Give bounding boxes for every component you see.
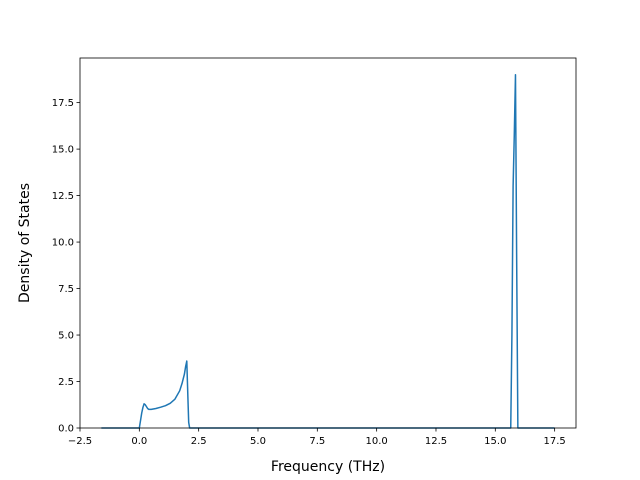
x-axis-label: Frequency (THz) [271, 459, 385, 475]
x-tick-label: 12.5 [425, 436, 447, 447]
plot-frame [79, 57, 577, 429]
x-tick-label: 10.0 [366, 436, 388, 447]
dos-series-line [101, 73, 555, 429]
y-tick-label: 5.0 [58, 331, 74, 342]
y-tick-label: 7.5 [58, 284, 74, 295]
x-tick-label: 2.5 [191, 436, 207, 447]
x-tick-label: −2.5 [68, 436, 92, 447]
x-tick-label: 0.0 [131, 436, 147, 447]
y-tick-label: 12.5 [52, 191, 74, 202]
y-tick-label: 0.0 [58, 424, 74, 435]
y-axis-label: Density of States [17, 183, 33, 303]
y-tick-label: 15.0 [52, 145, 74, 156]
y-tick-label: 17.5 [52, 98, 74, 109]
x-tick-label: 15.0 [484, 436, 506, 447]
y-axis-ticks: 0.0 2.5 5.0 7.5 10.0 12.5 15.0 17.5 [52, 98, 80, 435]
y-tick-label: 10.0 [52, 238, 74, 249]
x-tick-label: 7.5 [309, 436, 325, 447]
x-tick-label: 5.0 [250, 436, 266, 447]
x-axis-ticks: −2.5 0.0 2.5 5.0 7.5 10.0 12.5 15.0 17.5 [68, 428, 566, 447]
y-tick-label: 2.5 [58, 377, 74, 388]
x-tick-label: 17.5 [544, 436, 566, 447]
plot-area [80, 58, 576, 428]
